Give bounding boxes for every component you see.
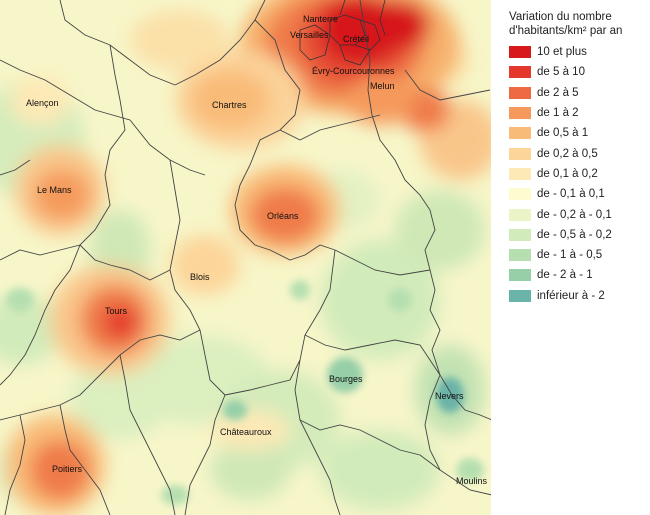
legend-label: de 0,1 à 0,2 xyxy=(537,167,598,180)
legend-label: de - 0,1 à 0,1 xyxy=(537,188,605,201)
legend-label: inférieur à - 2 xyxy=(537,289,605,302)
legend-swatch xyxy=(509,107,531,120)
legend-item: de - 0,1 à 0,1 xyxy=(509,184,650,204)
city-label-blois: Blois xyxy=(190,272,210,282)
legend-swatch xyxy=(509,228,531,241)
legend-item: de 2 à 5 xyxy=(509,83,650,103)
legend-swatch xyxy=(509,289,531,302)
legend-items: 10 et plus de 5 à 10 de 2 à 5 de 1 à 2 d… xyxy=(509,42,650,306)
map-legend: Variation du nombre d'habitants/km² par … xyxy=(509,10,650,306)
legend-swatch xyxy=(509,66,531,79)
legend-label: de - 0,5 à - 0,2 xyxy=(537,228,612,241)
legend-label: 10 et plus xyxy=(537,46,587,59)
legend-swatch xyxy=(509,269,531,282)
legend-title-line2: d'habitants/km² par an xyxy=(509,25,623,37)
city-label-creteil: Créteil xyxy=(343,34,369,44)
legend-swatch xyxy=(509,147,531,160)
decline-spots xyxy=(6,280,484,505)
legend-title: Variation du nombre d'habitants/km² par … xyxy=(509,10,650,38)
city-label-chartres: Chartres xyxy=(212,100,247,110)
legend-swatch xyxy=(509,208,531,221)
legend-title-line1: Variation du nombre xyxy=(509,11,612,23)
city-label-bourges: Bourges xyxy=(329,374,363,384)
city-label-nanterre: Nanterre xyxy=(303,14,338,24)
legend-item: de - 0,5 à - 0,2 xyxy=(509,225,650,245)
legend-label: de - 2 à - 1 xyxy=(537,269,593,282)
legend-label: de - 1 à - 0,5 xyxy=(537,249,603,262)
legend-item: 10 et plus xyxy=(509,42,650,62)
legend-item: de - 0,2 à - 0,1 xyxy=(509,204,650,224)
legend-swatch xyxy=(509,188,531,201)
city-label-lemans: Le Mans xyxy=(37,185,72,195)
legend-swatch xyxy=(509,249,531,262)
boundaries xyxy=(0,0,492,515)
legend-item: de - 2 à - 1 xyxy=(509,265,650,285)
city-labels: Nanterre Versailles Créteil Évry-Courcou… xyxy=(26,14,488,486)
legend-item: de 0,5 à 1 xyxy=(509,123,650,143)
density-surface xyxy=(0,0,492,515)
legend-swatch xyxy=(509,127,531,140)
legend-swatch xyxy=(509,167,531,180)
legend-item: de 1 à 2 xyxy=(509,103,650,123)
legend-item: de 0,1 à 0,2 xyxy=(509,164,650,184)
legend-swatch xyxy=(509,86,531,99)
legend-swatch xyxy=(509,46,531,59)
city-label-versailles: Versailles xyxy=(290,30,329,40)
map-canvas: Nanterre Versailles Créteil Évry-Courcou… xyxy=(0,0,492,515)
legend-label: de 1 à 2 xyxy=(537,107,579,120)
legend-label: de 2 à 5 xyxy=(537,86,579,99)
legend-item: inférieur à - 2 xyxy=(509,286,650,306)
city-label-melun: Melun xyxy=(370,81,395,91)
density-change-map: Nanterre Versailles Créteil Évry-Courcou… xyxy=(0,0,492,515)
city-label-poitiers: Poitiers xyxy=(52,464,83,474)
city-label-chateauroux: Châteauroux xyxy=(220,427,272,437)
legend-label: de 5 à 10 xyxy=(537,66,585,79)
city-label-evry: Évry-Courcouronnes xyxy=(312,66,395,76)
legend-label: de 0,5 à 1 xyxy=(537,127,589,140)
city-label-moulins: Moulins xyxy=(456,476,488,486)
legend-label: de 0,2 à 0,5 xyxy=(537,147,598,160)
city-label-tours: Tours xyxy=(105,306,128,316)
city-label-nevers: Nevers xyxy=(435,391,464,401)
paris-boundaries xyxy=(299,0,386,66)
city-label-alencon: Alençon xyxy=(26,98,59,108)
legend-item: de 0,2 à 0,5 xyxy=(509,143,650,163)
legend-item: de 5 à 10 xyxy=(509,62,650,82)
legend-label: de - 0,2 à - 0,1 xyxy=(537,208,612,221)
legend-item: de - 1 à - 0,5 xyxy=(509,245,650,265)
city-label-orleans: Orléans xyxy=(267,211,299,221)
